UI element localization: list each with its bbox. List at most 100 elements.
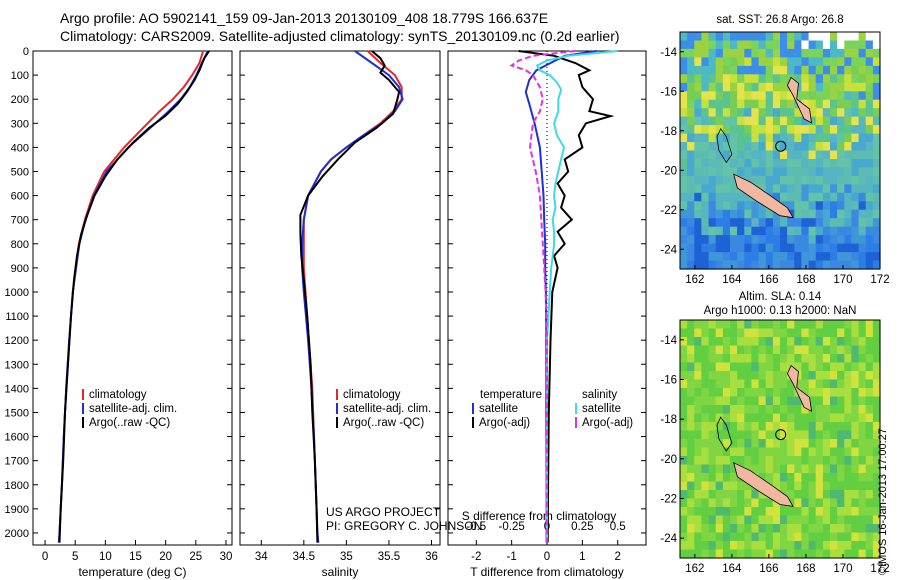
map-cell <box>851 490 860 500</box>
y-tick-label: 1800 <box>5 480 29 492</box>
map-cell <box>715 328 724 338</box>
map-cell <box>758 541 767 551</box>
map-cell <box>715 541 724 551</box>
map-cell <box>851 65 860 75</box>
map-cell <box>687 108 695 118</box>
map-cell <box>701 507 710 517</box>
x-tick-label: 34 <box>255 551 268 563</box>
map-cell <box>694 201 702 211</box>
map-cell <box>837 218 845 228</box>
x-tick-label: 0 <box>42 551 48 563</box>
map-cell <box>872 328 881 338</box>
map-cell <box>687 405 695 415</box>
sst-map-title: sat. SST: 26.8 Argo: 26.8 <box>716 14 844 26</box>
map-cell <box>772 345 781 355</box>
map-cell <box>680 175 688 185</box>
map-cell <box>737 362 745 372</box>
map-cell <box>737 456 745 466</box>
map-cell <box>858 48 867 58</box>
map-cell <box>872 541 881 551</box>
map-cell <box>837 192 845 202</box>
map-cell <box>851 541 860 551</box>
map-cell <box>851 57 860 67</box>
map-cell <box>758 65 767 75</box>
map-cell <box>822 243 831 253</box>
map-cell <box>822 464 831 474</box>
map-cell <box>694 133 702 143</box>
map-cell <box>687 396 695 406</box>
map-cell <box>851 226 860 236</box>
map-cell <box>751 447 760 457</box>
map-cell <box>837 422 845 432</box>
map-cell <box>708 456 717 466</box>
map-cell <box>858 422 867 432</box>
map-cell <box>780 447 788 457</box>
map-cell <box>851 201 860 211</box>
map-cell <box>808 133 817 143</box>
map-cell <box>787 40 795 50</box>
map-cell <box>708 524 717 534</box>
map-cell <box>830 498 838 508</box>
map-cell <box>715 40 724 50</box>
map-cell <box>701 167 710 177</box>
map-cell <box>751 524 760 534</box>
map-cell <box>701 209 710 219</box>
map-cell <box>772 192 781 202</box>
map-cell <box>765 209 774 219</box>
lon-tick-label: 162 <box>685 563 704 575</box>
map-cell <box>744 490 752 500</box>
map-cell <box>730 40 738 50</box>
map-cell <box>844 405 852 415</box>
sla-map-title-line1: Altim. SLA: 0.14 <box>738 291 822 303</box>
map-cell <box>801 549 810 559</box>
map-cell <box>808 481 817 491</box>
map-cell <box>715 167 724 177</box>
map-cell <box>865 473 874 483</box>
map-cell <box>815 82 824 92</box>
map-cell <box>680 74 688 84</box>
map-cell <box>751 243 760 253</box>
map-cell <box>715 498 724 508</box>
map-cell <box>730 456 738 466</box>
map-cell <box>722 260 731 270</box>
map-cell <box>751 405 760 415</box>
map-cell <box>808 532 817 542</box>
map-cell <box>815 456 824 466</box>
map-cell <box>772 430 781 440</box>
map-cell <box>772 167 781 177</box>
map-cell <box>808 243 817 253</box>
map-cell <box>787 413 795 423</box>
map-cell <box>815 379 824 389</box>
map-cell <box>737 32 745 42</box>
map-cell <box>844 91 852 101</box>
map-cell <box>737 345 745 355</box>
map-cell <box>744 260 752 270</box>
map-cell <box>772 235 781 245</box>
map-cell <box>844 541 852 551</box>
map-cell <box>780 413 788 423</box>
map-cell <box>701 354 710 364</box>
map-cell <box>808 57 817 67</box>
map-cell <box>794 396 802 406</box>
map-cell <box>730 48 738 58</box>
map-cell <box>780 456 788 466</box>
map-cell <box>787 226 795 236</box>
map-cell <box>815 150 824 160</box>
map-cell <box>765 320 774 330</box>
map-cell <box>751 498 760 508</box>
map-cell <box>865 201 874 211</box>
map-cell <box>837 396 845 406</box>
map-cell <box>815 524 824 534</box>
map-cell <box>872 515 881 525</box>
map-cell <box>830 439 838 449</box>
map-cell <box>794 108 802 118</box>
map-cell <box>730 57 738 67</box>
map-cell <box>715 439 724 449</box>
map-cell <box>708 473 717 483</box>
map-cell <box>687 422 695 432</box>
map-cell <box>858 345 867 355</box>
map-cell <box>822 65 831 75</box>
map-cell <box>772 40 781 50</box>
map-cell <box>765 99 774 109</box>
map-cell <box>694 388 702 398</box>
